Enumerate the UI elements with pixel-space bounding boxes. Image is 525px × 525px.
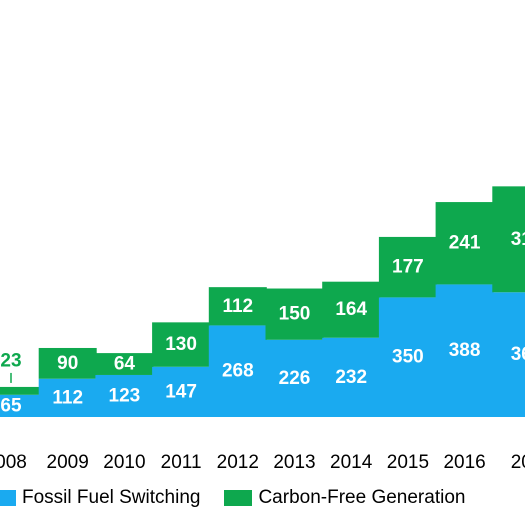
- data-label-carbon-free-2017: 31: [511, 229, 525, 250]
- bar-carbon-free-2014: [322, 281, 381, 338]
- data-label-carbon-free-2010: 64: [114, 354, 136, 375]
- data-label-fossil-2017: 36: [511, 344, 525, 365]
- bar-fossil-2010: [95, 374, 154, 417]
- data-label-fossil-2014: 232: [335, 367, 367, 388]
- data-label-fossil-2013: 226: [279, 368, 311, 389]
- data-label-fossil-2016: 388: [449, 340, 481, 361]
- bar-carbon-free-2013: [265, 288, 324, 340]
- data-label-fossil-2009: 112: [52, 387, 83, 408]
- x-tick-label-2016: 2016: [443, 452, 485, 473]
- bar-carbon-free-2017: [492, 186, 525, 293]
- bar-fossil-2008: [0, 394, 40, 417]
- x-tick-label-2010: 2010: [103, 452, 145, 473]
- bar-fossil-2012: [208, 325, 267, 417]
- bar-carbon-free-2010: [95, 353, 154, 375]
- bar-carbon-free-2011: [152, 322, 211, 367]
- x-tick-label-2008: 008: [0, 452, 27, 473]
- data-label-carbon-free-2014: 164: [335, 299, 367, 320]
- legend-label-carbon-free: Carbon-Free Generation: [258, 487, 466, 508]
- x-tick-label-2011: 2011: [161, 452, 202, 473]
- x-tick-label-2017: 20: [511, 452, 525, 473]
- data-label-fossil-2015: 350: [392, 347, 424, 368]
- data-label-carbon-free-2013: 150: [279, 304, 311, 325]
- data-label-carbon-free-2012: 112: [222, 296, 253, 317]
- bar-carbon-free-2009: [38, 347, 97, 379]
- bar-carbon-free-2016: [435, 202, 494, 285]
- data-label-carbon-free-2008: 23: [0, 350, 21, 371]
- bar-carbon-free-2012: [208, 287, 267, 326]
- x-tick-label-2009: 2009: [47, 452, 89, 473]
- legend-item-fossil: Fossil Fuel Switching: [0, 487, 200, 509]
- legend-swatch-fossil: [0, 490, 16, 506]
- x-tick-label-2014: 2014: [330, 452, 373, 473]
- bar-fossil-2014: [322, 337, 381, 417]
- data-label-carbon-free-2011: 130: [165, 334, 197, 355]
- legend: Fossil Fuel Switching Carbon-Free Genera…: [0, 486, 479, 510]
- data-label-fossil-2010: 123: [109, 385, 141, 406]
- bar-carbon-free-2008: [0, 386, 40, 395]
- bar-fossil-2017: [492, 292, 525, 417]
- legend-label-fossil: Fossil Fuel Switching: [22, 487, 201, 508]
- data-label-carbon-free-2015: 177: [392, 257, 424, 278]
- bar-fossil-2013: [265, 339, 324, 417]
- bar-carbon-free-2015: [378, 236, 437, 298]
- data-label-carbon-free-2009: 90: [57, 353, 78, 374]
- x-tick-label-2012: 2012: [217, 452, 259, 473]
- x-tick-label-2015: 2015: [387, 452, 429, 473]
- bar-fossil-2011: [152, 366, 211, 417]
- data-label-fossil-2008: 65: [0, 395, 22, 416]
- bar-fossil-2016: [435, 284, 494, 417]
- data-label-fossil-2012: 268: [222, 361, 254, 382]
- data-label-fossil-2011: 147: [165, 381, 197, 402]
- legend-swatch-carbon-free: [224, 490, 253, 506]
- bar-fossil-2009: [38, 378, 97, 417]
- legend-item-carbon-free: Carbon-Free Generation: [224, 487, 465, 509]
- bar-fossil-2015: [378, 297, 437, 417]
- data-label-carbon-free-2016: 241: [449, 233, 481, 254]
- x-tick-label-2013: 2013: [273, 452, 315, 473]
